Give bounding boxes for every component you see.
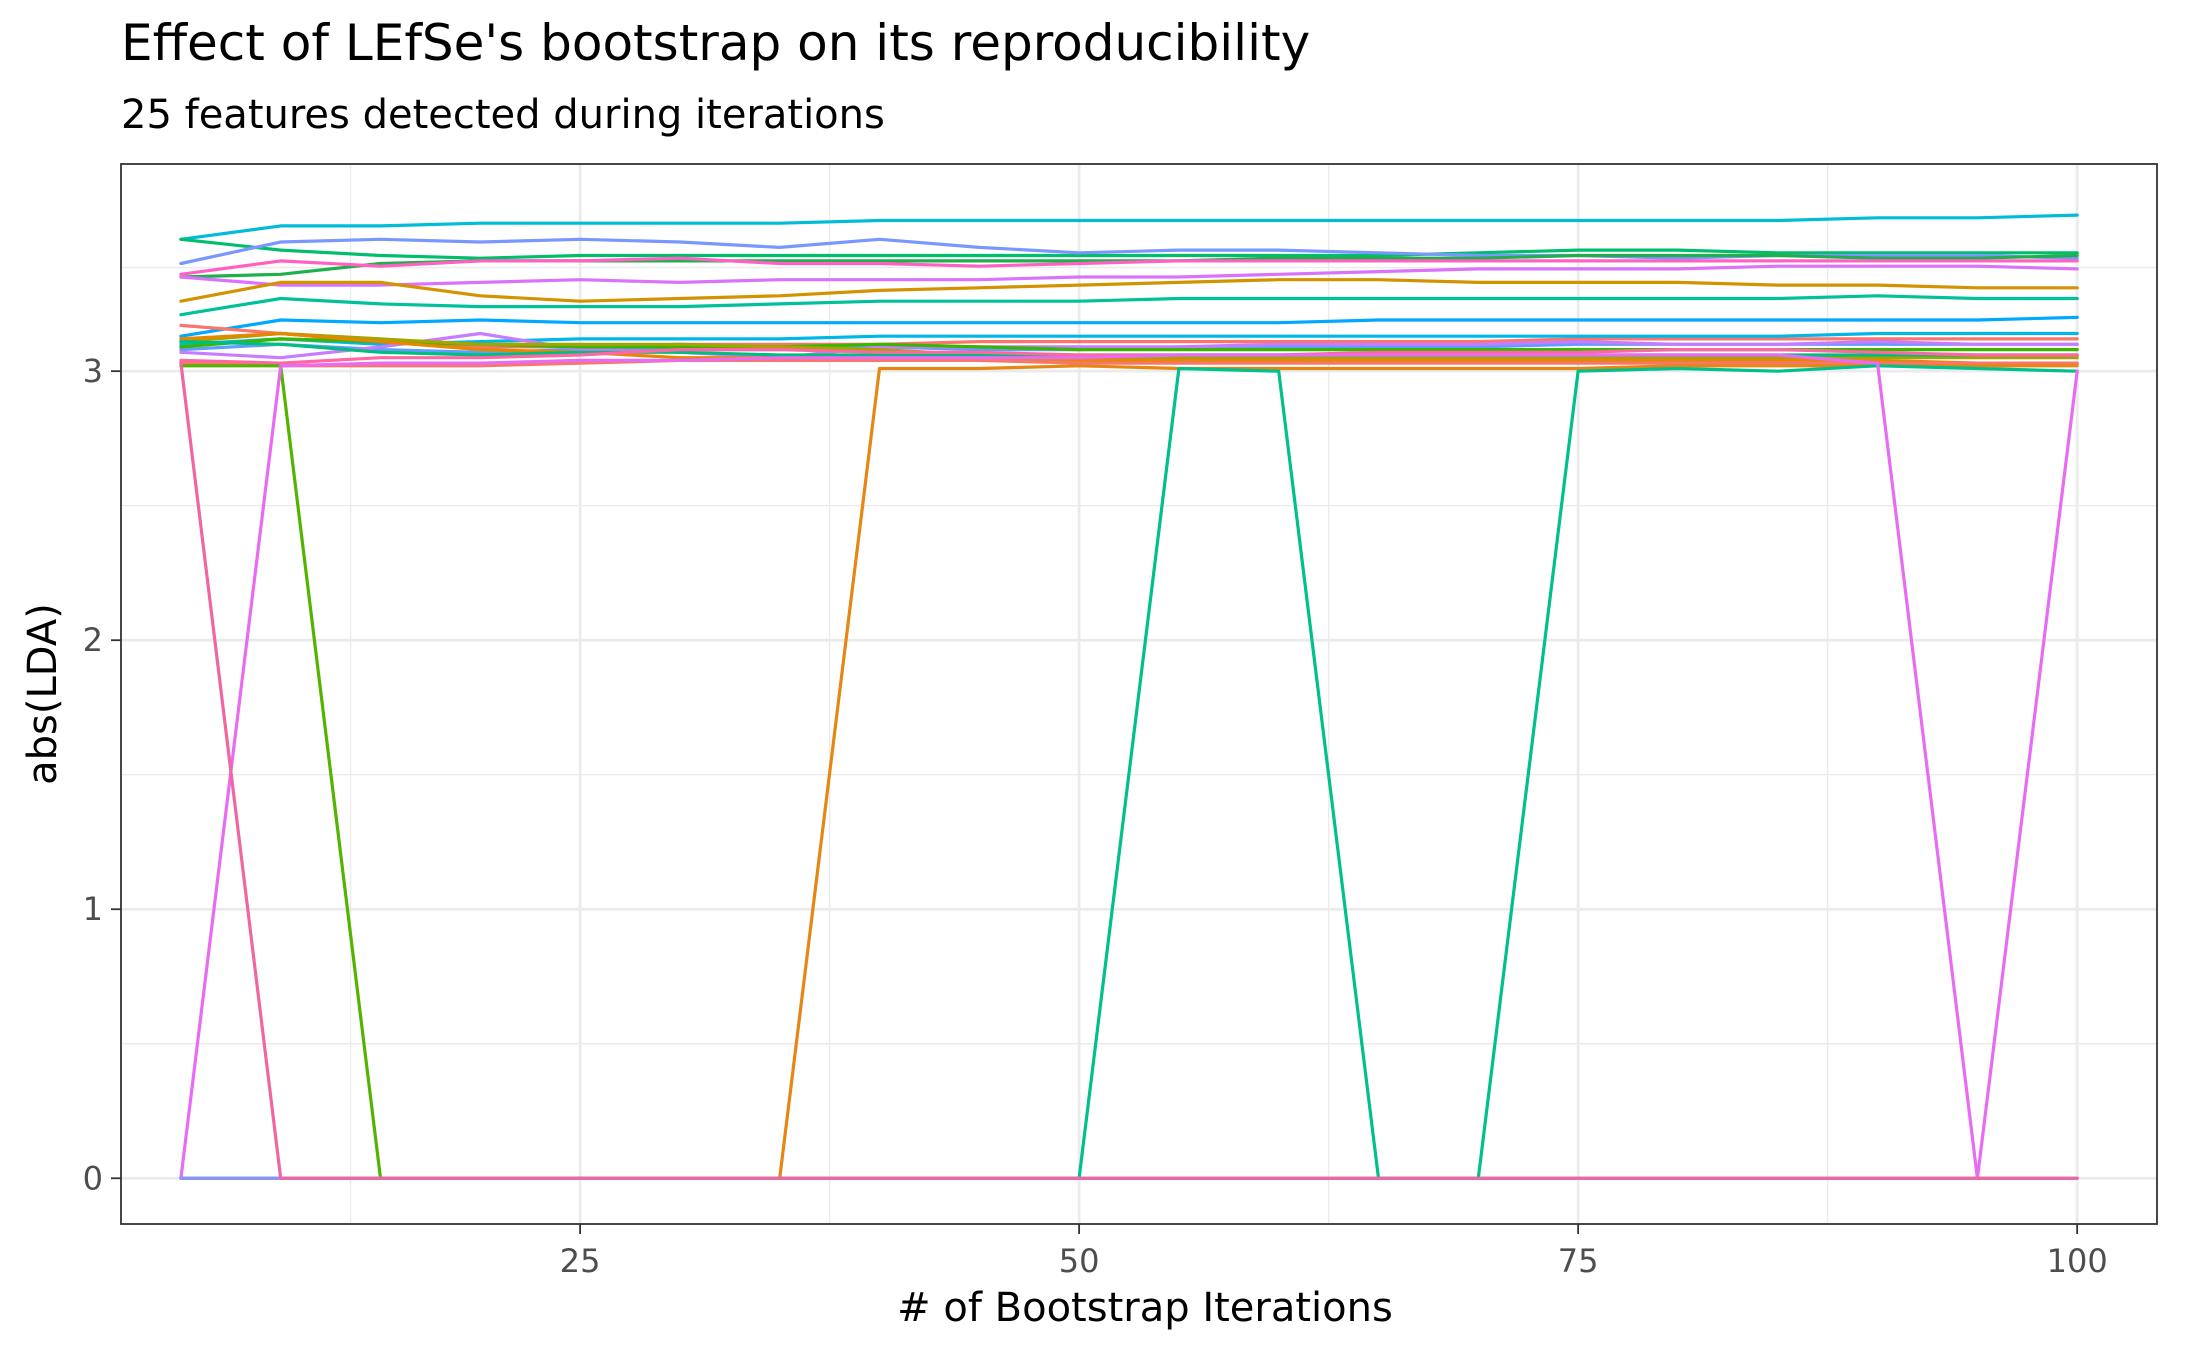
y-tick-label: 3	[83, 352, 103, 390]
y-tick-label: 1	[83, 890, 103, 928]
series-line-11	[179, 331, 2079, 346]
chart-title: Effect of LEfSe's bootstrap on its repro…	[121, 14, 1310, 72]
series-lines	[179, 213, 2079, 1180]
series-line-8	[179, 294, 2079, 317]
series-line-16	[179, 331, 2079, 365]
series-line-25	[179, 361, 2079, 1180]
plot-border	[120, 163, 2158, 1225]
y-tick-label: 2	[83, 621, 103, 659]
x-tick-label: 100	[2047, 1242, 2108, 1280]
series-line-9	[179, 315, 2079, 338]
series-line-19	[179, 358, 2079, 368]
x-axis-title: # of Bootstrap Iterations	[897, 1285, 1393, 1331]
axis-ticks: 25 50 75 100 0 1 2 3	[83, 352, 2108, 1280]
x-tick-label: 25	[560, 1242, 601, 1280]
series-line-10	[179, 323, 2079, 349]
series-line-23	[179, 353, 2079, 1180]
series-line-5	[179, 256, 2079, 276]
series-line-1	[179, 213, 2079, 241]
chart-subtitle: 25 features detected during iterations	[121, 92, 885, 138]
x-tick-label: 75	[1558, 1242, 1599, 1280]
y-axis-title: abs(LDA)	[20, 603, 66, 785]
series-line-2	[179, 237, 2079, 260]
x-tick-label: 50	[1059, 1242, 1100, 1280]
series-line-7	[179, 278, 2079, 303]
series-line-13	[179, 331, 2079, 360]
series-line-6	[179, 264, 2079, 287]
y-tick-label: 0	[83, 1159, 103, 1197]
